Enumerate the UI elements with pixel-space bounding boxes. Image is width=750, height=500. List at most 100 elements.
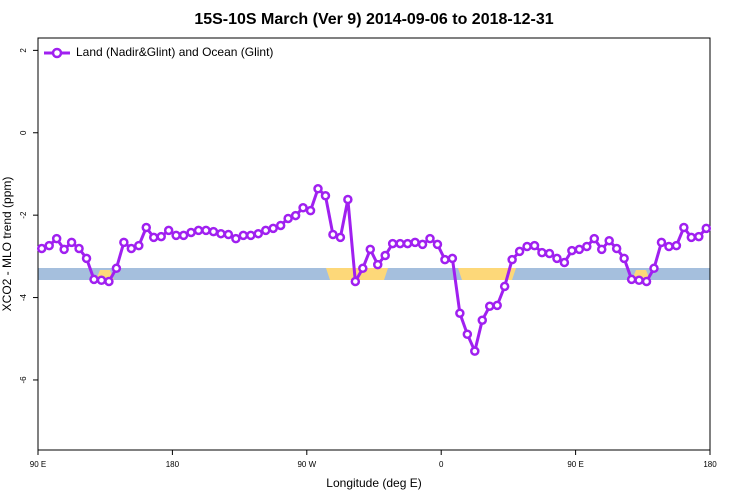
- data-point: [238, 230, 249, 241]
- y-tick-label: 0: [19, 130, 28, 135]
- data-point: [246, 230, 256, 241]
- y-axis-label: XCO2 - MLO trend (ppm): [0, 177, 14, 312]
- data-point: [201, 225, 211, 236]
- data-point: [596, 244, 607, 255]
- data-point: [664, 241, 674, 252]
- data-point: [231, 233, 241, 244]
- data-point: [641, 276, 652, 287]
- data-point: [671, 240, 682, 251]
- data-point: [417, 239, 428, 250]
- data-point: [186, 227, 196, 238]
- data-point: [462, 329, 473, 339]
- data-point: [156, 231, 166, 242]
- data-point: [350, 276, 361, 287]
- data-point: [148, 232, 159, 243]
- data-point: [178, 230, 189, 241]
- data-point: [440, 254, 450, 265]
- data-point: [358, 263, 368, 274]
- data-point: [104, 276, 114, 287]
- data-point: [634, 275, 644, 286]
- data-point: [470, 346, 480, 356]
- data-point: [537, 247, 547, 258]
- data-point: [163, 225, 174, 236]
- land-segment: [458, 268, 516, 280]
- data-point: [514, 246, 525, 257]
- data-point: [171, 230, 181, 241]
- data-point: [552, 253, 562, 264]
- data-point: [59, 244, 69, 255]
- x-tick-label: 180: [703, 460, 717, 469]
- x-tick-label: 0: [439, 460, 444, 469]
- data-point: [335, 232, 346, 243]
- data-point: [567, 245, 577, 256]
- data-point: [447, 253, 458, 264]
- data-point: [395, 238, 405, 249]
- data-point: [216, 228, 226, 239]
- data-point: [66, 237, 77, 248]
- data-point: [313, 184, 323, 194]
- y-tick-label: -4: [19, 293, 28, 301]
- data-point: [96, 275, 107, 286]
- data-point: [425, 233, 435, 244]
- x-tick-label: 90 E: [567, 460, 583, 469]
- x-axis-label: Longitude (deg E): [326, 476, 421, 490]
- data-point: [410, 237, 420, 248]
- data-point: [193, 225, 204, 236]
- data-point: [522, 241, 532, 252]
- legend-marker: [51, 47, 63, 59]
- data-point: [320, 191, 331, 201]
- data-point: [507, 254, 517, 265]
- data-point: [544, 248, 555, 259]
- data-point: [141, 222, 152, 233]
- data-point: [253, 228, 264, 239]
- data-point: [387, 238, 398, 249]
- data-point: [477, 315, 488, 325]
- data-point: [51, 233, 62, 244]
- data-point: [574, 244, 585, 255]
- data-point: [649, 263, 659, 274]
- y-tick-label: -2: [19, 211, 28, 219]
- data-point: [223, 229, 234, 240]
- data-point: [81, 253, 92, 264]
- data-point: [283, 213, 293, 224]
- data-point: [298, 202, 308, 213]
- data-point: [208, 226, 219, 237]
- land-segment: [326, 268, 388, 280]
- data-point: [604, 235, 614, 246]
- data-point: [290, 210, 301, 221]
- data-point: [701, 223, 712, 234]
- chart-title: 15S-10S March (Ver 9) 2014-09-06 to 2018…: [194, 11, 553, 28]
- legend-label: Land (Nadir&Glint) and Ocean (Glint): [76, 45, 273, 59]
- data-point: [328, 229, 338, 240]
- data-point: [686, 232, 697, 243]
- data-point: [372, 259, 383, 270]
- x-tick-label: 180: [166, 460, 180, 469]
- data-point: [656, 237, 667, 248]
- data-point: [402, 238, 413, 249]
- data-point: [365, 244, 376, 255]
- data-point: [589, 233, 600, 244]
- data-point: [111, 263, 122, 274]
- data-point: [89, 274, 99, 285]
- data-point: [559, 257, 570, 268]
- data-point: [492, 300, 502, 311]
- plot-frame: [37, 37, 711, 451]
- y-tick-label: -6: [19, 376, 28, 384]
- data-point: [134, 240, 144, 251]
- data-point: [380, 250, 390, 261]
- data-point: [126, 243, 137, 254]
- data-point: [74, 243, 84, 254]
- data-point: [679, 222, 689, 233]
- data-point: [611, 243, 622, 254]
- data-point: [582, 241, 592, 252]
- data-point: [484, 301, 495, 311]
- data-point: [455, 308, 465, 318]
- data-point: [268, 223, 278, 234]
- data-point: [260, 225, 271, 236]
- data-point: [529, 240, 540, 251]
- data-point: [305, 205, 316, 216]
- x-tick-label: 90 W: [297, 460, 316, 469]
- data-point: [44, 240, 54, 251]
- y-tick-label: 2: [19, 48, 28, 53]
